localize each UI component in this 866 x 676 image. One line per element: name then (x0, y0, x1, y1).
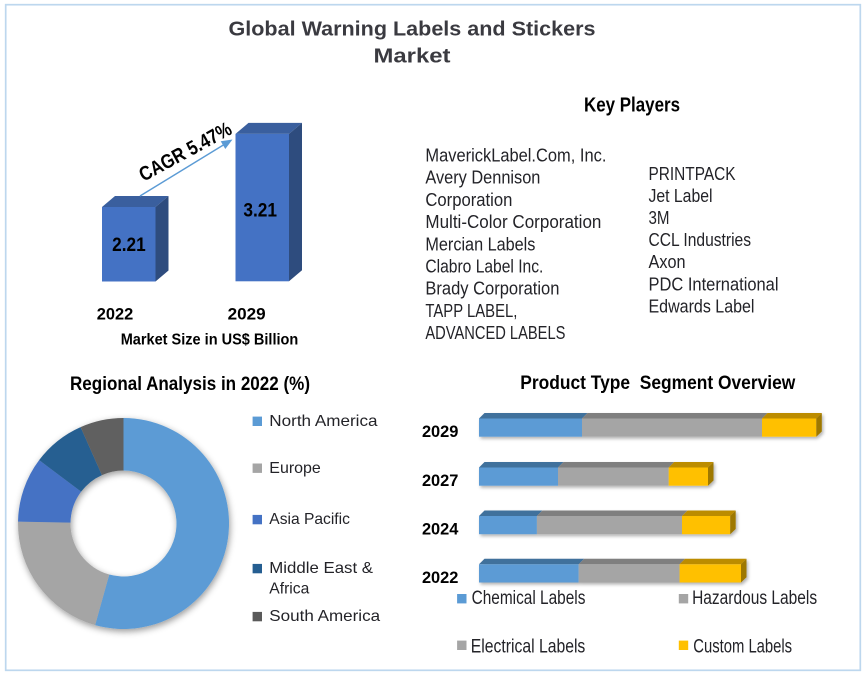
svg-text:Custom Labels: Custom Labels (693, 637, 792, 658)
svg-text:2024: 2024 (422, 521, 459, 539)
svg-text:Chemical Labels: Chemical Labels (472, 588, 586, 609)
svg-text:Mercian Labels: Mercian Labels (425, 234, 535, 254)
svg-text:Global Warning Labels and Stic: Global Warning Labels and Stickers (229, 18, 596, 40)
svg-text:2029: 2029 (228, 305, 266, 324)
svg-text:Africa: Africa (269, 581, 309, 598)
svg-text:PDC International: PDC International (649, 274, 779, 294)
svg-text:Market: Market (374, 46, 451, 68)
svg-text:North America: North America (269, 413, 377, 430)
svg-text:Asia Pacific: Asia Pacific (269, 511, 350, 528)
svg-text:Avery Dennison: Avery Dennison (425, 168, 540, 188)
svg-text:Electrical Labels: Electrical Labels (471, 637, 586, 658)
svg-text:Jet Label: Jet Label (649, 186, 713, 206)
svg-text:Axon: Axon (649, 252, 686, 272)
svg-text:PRINTPACK: PRINTPACK (649, 164, 736, 184)
svg-text:Hazardous Labels: Hazardous Labels (692, 588, 817, 609)
svg-text:Multi-Color Corporation: Multi-Color Corporation (425, 212, 601, 232)
svg-text:CCL Industries: CCL Industries (649, 230, 752, 250)
svg-text:3M: 3M (649, 208, 670, 228)
svg-text:Clabro Label Inc.: Clabro Label Inc. (425, 257, 543, 277)
svg-text:2022: 2022 (422, 569, 459, 587)
svg-text:MaverickLabel.Com, Inc.: MaverickLabel.Com, Inc. (425, 146, 606, 166)
svg-text:South America: South America (269, 608, 380, 625)
svg-text:TAPP LABEL,: TAPP LABEL, (425, 301, 517, 321)
svg-text:2.21: 2.21 (112, 234, 146, 256)
svg-text:Brady Corporation: Brady Corporation (425, 279, 559, 299)
svg-text:Corporation: Corporation (425, 190, 512, 210)
svg-text:2022: 2022 (97, 305, 134, 324)
svg-text:ADVANCED LABELS: ADVANCED LABELS (425, 323, 565, 343)
svg-text:Key Players: Key Players (584, 94, 680, 116)
svg-text:Regional Analysis in 2022 (%): Regional Analysis in 2022 (%) (70, 374, 310, 395)
svg-text:Edwards Label: Edwards Label (649, 296, 755, 316)
svg-text:Product Type Segment Overview: Product Type Segment Overview (520, 373, 795, 394)
svg-text:Middle East &: Middle East & (269, 560, 373, 577)
svg-text:3.21: 3.21 (243, 200, 277, 222)
svg-text:2029: 2029 (422, 423, 459, 441)
svg-text:2027: 2027 (422, 472, 459, 490)
svg-text:Europe: Europe (269, 460, 321, 477)
svg-text:Market Size in US$ Billion: Market Size in US$ Billion (121, 332, 299, 349)
